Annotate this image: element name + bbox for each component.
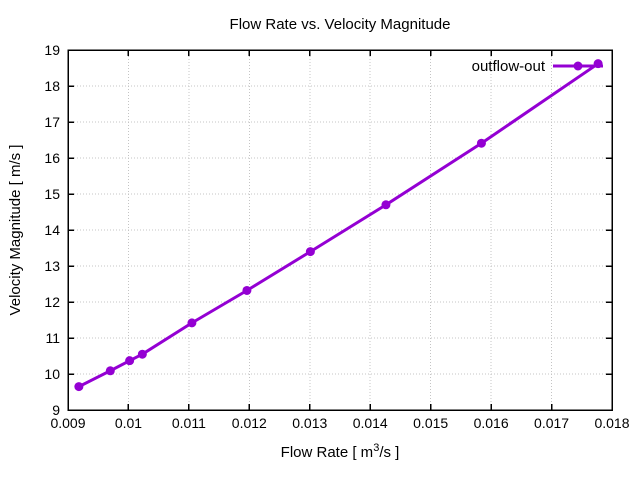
- legend-label: outflow-out: [472, 58, 546, 75]
- x-tick-label: 0.017: [534, 415, 569, 431]
- data-point-marker: [242, 285, 252, 295]
- tick-marks-layer: [67, 49, 613, 411]
- x-tick-label: 0.013: [292, 415, 327, 431]
- x-tick-label: 0.011: [172, 415, 206, 431]
- x-axis-label-superscript: 3: [373, 442, 379, 454]
- legend: outflow-out: [472, 58, 603, 75]
- data-point-marker: [476, 138, 486, 148]
- data-point-marker: [105, 366, 115, 376]
- x-tick-label: 0.014: [353, 415, 388, 431]
- y-tick-label: 16: [44, 150, 60, 166]
- x-tick-label: 0.016: [474, 415, 509, 431]
- chart-title: Flow Rate vs. Velocity Magnitude: [230, 16, 451, 33]
- grid-layer: [68, 50, 612, 410]
- y-tick-label: 19: [44, 42, 60, 58]
- x-axis-label: Flow Rate [ m3/s ]: [281, 442, 400, 461]
- x-tick-label: 0.015: [413, 415, 448, 431]
- y-tick-label: 11: [45, 330, 60, 346]
- y-tick-label: 9: [52, 402, 60, 418]
- plot-border: [67, 49, 613, 411]
- data-point-marker: [305, 247, 315, 257]
- data-point-marker: [381, 200, 391, 210]
- data-point-marker: [125, 356, 135, 366]
- y-tick-label: 15: [44, 186, 60, 202]
- data-point-marker: [74, 382, 84, 392]
- y-tick-label: 13: [44, 258, 60, 274]
- x-tick-label: 0.018: [594, 415, 629, 431]
- data-series-layer: [74, 59, 603, 392]
- data-point-marker: [137, 349, 147, 359]
- y-tick-label: 17: [44, 114, 60, 130]
- y-tick-label: 10: [44, 366, 60, 382]
- y-axis-label: Velocity Magnitude [ m/s ]: [7, 145, 24, 316]
- legend-marker-sample: [573, 61, 583, 71]
- y-tick-label: 12: [44, 294, 60, 310]
- x-axis-label-pre: Flow Rate [ m: [281, 444, 374, 461]
- x-tick-label: 0.009: [50, 415, 85, 431]
- tick-labels-layer: 0.009 0.01 0.011 0.012 0.013 0.014 0.015 0.016 0…: [44, 42, 629, 431]
- plot-border-layer: [67, 49, 613, 411]
- y-tick-label: 18: [44, 78, 60, 94]
- x-axis-label-post: /s ]: [379, 444, 399, 461]
- x-tick-label: 0.012: [232, 415, 267, 431]
- data-point-marker: [187, 318, 197, 328]
- series-line: [77, 62, 600, 389]
- x-tick-label: 0.01: [115, 415, 142, 431]
- y-tick-label: 14: [44, 222, 60, 238]
